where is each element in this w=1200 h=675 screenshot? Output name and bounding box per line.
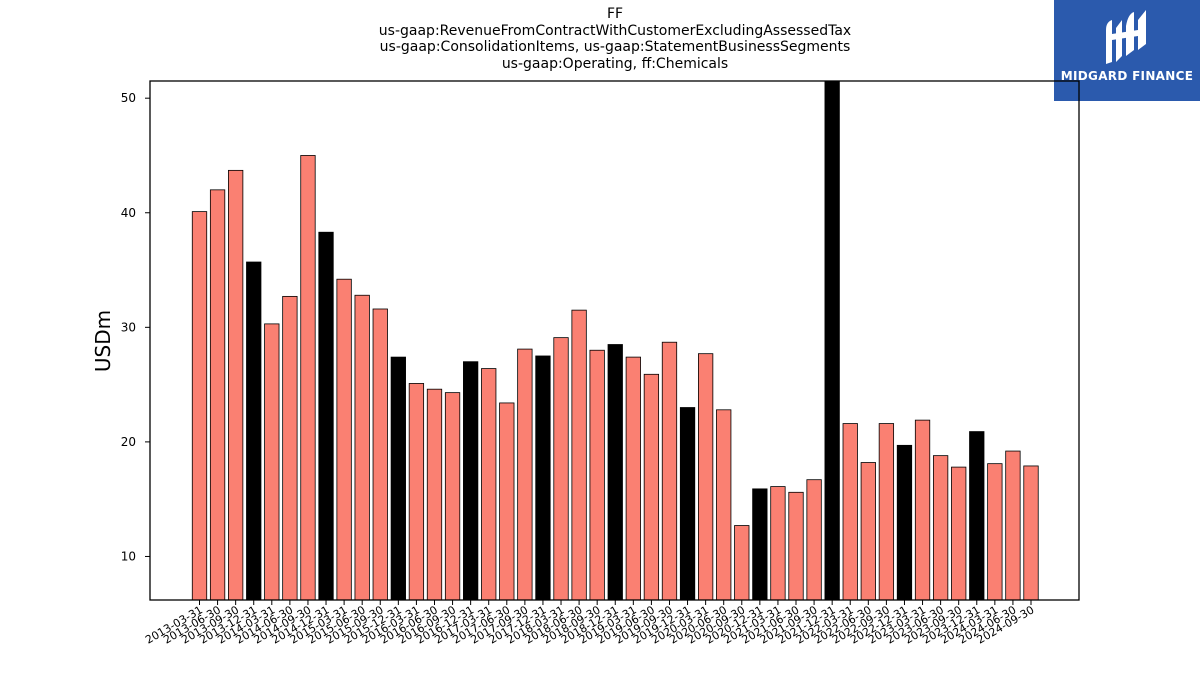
- bar-2016-12-31: [463, 361, 479, 601]
- bar-2022-12-31: [896, 444, 913, 601]
- bar-2017-03-31: [481, 368, 497, 601]
- bar-2013-09-30: [228, 169, 244, 601]
- midgard-logo-icon: [1106, 10, 1146, 64]
- chart-title-line-4: us-gaap:Operating, ff:Chemicals: [501, 55, 729, 72]
- plot-frame: [149, 80, 1080, 601]
- chart-title-line-2: us-gaap:RevenueFromContractWithCustomerE…: [378, 22, 852, 39]
- bar-2018-06-30: [571, 309, 587, 601]
- x-axis: 2013-03-312013-06-302013-09-302013-12-31…: [143, 600, 1037, 647]
- bar-2015-03-31: [336, 278, 352, 601]
- bar-2019-06-30: [643, 373, 660, 601]
- bar-2014-03-31: [264, 323, 280, 601]
- bar-2014-12-31: [318, 231, 334, 601]
- bar-2017-09-30: [517, 348, 533, 601]
- bars-group: [191, 80, 1039, 601]
- bar-2016-09-30: [444, 392, 461, 601]
- midgard-finance-logo: MIDGARD FINANCE: [1054, 0, 1200, 101]
- bar-2021-06-30: [788, 491, 804, 601]
- bar-2016-06-30: [426, 388, 443, 601]
- bar-2019-12-31: [679, 407, 696, 601]
- bar-2017-06-30: [499, 402, 515, 601]
- bar-2019-09-30: [661, 341, 678, 601]
- bar-2015-12-31: [390, 356, 406, 601]
- bar-2020-12-31: [752, 488, 768, 601]
- y-axis-label: USDm: [91, 310, 115, 372]
- bar-2023-09-30: [951, 466, 967, 601]
- bar-2022-06-30: [860, 462, 876, 601]
- chart-title-line-3: us-gaap:ConsolidationItems, us-gaap:Stat…: [379, 39, 851, 55]
- bar-2017-12-31: [535, 355, 551, 601]
- bar-2015-09-30: [372, 308, 388, 601]
- bar-2018-09-30: [589, 349, 605, 601]
- bar-2016-03-31: [408, 383, 425, 601]
- bar-2020-09-30: [734, 525, 750, 601]
- bar-2022-09-30: [878, 423, 895, 601]
- logo-text: MIDGARD FINANCE: [1060, 69, 1194, 83]
- y-tick-label-20: 20: [121, 435, 136, 449]
- bar-2014-06-30: [282, 295, 298, 601]
- bar-2023-06-30: [932, 455, 949, 601]
- bar-2018-12-31: [607, 344, 623, 601]
- bar-2013-03-31: [191, 211, 208, 601]
- bar-2018-03-31: [553, 337, 569, 601]
- bar-2023-03-31: [914, 419, 931, 601]
- y-axis: 10 20 30 40 50: [121, 91, 150, 563]
- bar-2022-03-31: [842, 423, 858, 601]
- bar-2024-03-31: [987, 463, 1003, 601]
- bar-2024-06-30: [1005, 450, 1021, 601]
- chart-title-line-1: FF: [606, 6, 624, 22]
- bar-2021-12-31: [824, 80, 840, 601]
- bar-2013-12-31: [246, 261, 262, 601]
- bar-2021-03-31: [770, 486, 786, 601]
- bar-2014-09-30: [300, 155, 316, 601]
- y-tick-label-50: 50: [121, 91, 136, 105]
- bar-2019-03-31: [625, 356, 641, 601]
- y-tick-label-30: 30: [121, 320, 136, 334]
- y-tick-label-40: 40: [121, 206, 136, 220]
- y-tick-label-10: 10: [121, 549, 136, 563]
- bar-2020-03-31: [698, 353, 714, 601]
- bar-2013-06-30: [209, 189, 226, 601]
- bar-2020-06-30: [716, 409, 732, 601]
- bar-2015-06-30: [354, 294, 370, 601]
- chart-title: FF us-gaap:RevenueFromContractWithCustom…: [150, 6, 1080, 72]
- bar-2023-12-31: [969, 431, 985, 601]
- bar-2024-09-30: [1023, 465, 1039, 601]
- bar-2021-09-30: [806, 479, 822, 601]
